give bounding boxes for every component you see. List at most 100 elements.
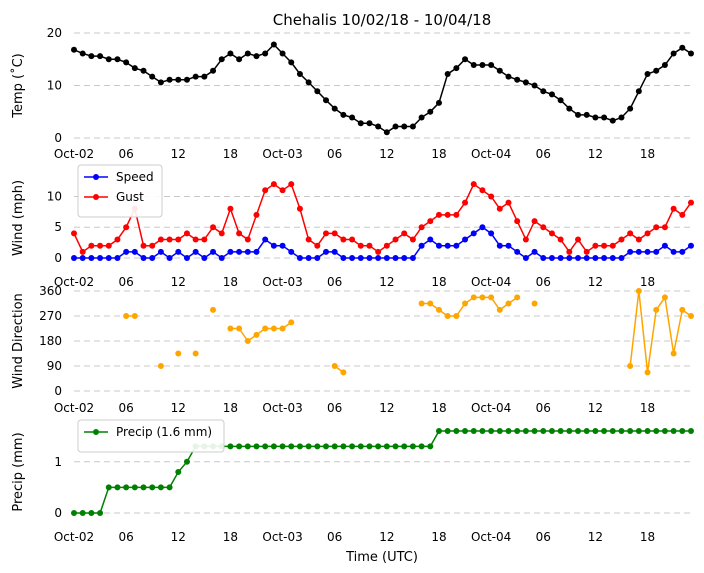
data-point <box>331 443 338 450</box>
data-point <box>687 199 694 206</box>
data-point <box>548 230 555 237</box>
data-point <box>140 67 147 74</box>
x-tick-label: Oct-04 <box>471 275 511 289</box>
data-point <box>349 443 356 450</box>
y-tick-label: 0 <box>54 251 62 265</box>
x-tick-label: 06 <box>118 530 133 544</box>
data-point <box>644 428 651 434</box>
x-tick-label: 12 <box>588 275 603 289</box>
data-point <box>140 484 147 491</box>
data-point <box>192 350 199 357</box>
data-point <box>505 73 512 80</box>
data-point <box>522 79 529 86</box>
data-point <box>383 255 390 261</box>
data-point <box>418 300 425 307</box>
data-point <box>401 123 408 130</box>
data-point <box>531 82 538 89</box>
legend-box <box>77 419 225 453</box>
data-point <box>331 230 338 237</box>
data-point <box>427 218 434 225</box>
data-point <box>88 242 95 249</box>
data-point <box>470 230 477 237</box>
data-point <box>670 205 677 212</box>
data-point <box>140 242 147 249</box>
data-point <box>131 65 138 72</box>
data-point <box>175 248 182 255</box>
data-point <box>661 242 668 249</box>
data-point <box>479 187 486 194</box>
data-point <box>105 56 112 63</box>
data-point <box>453 242 460 249</box>
x-tick-label: 18 <box>223 275 238 289</box>
data-point <box>618 255 625 261</box>
data-point <box>462 56 469 63</box>
data-point <box>609 117 616 124</box>
data-point <box>105 484 112 491</box>
x-tick-label: 12 <box>379 275 394 289</box>
data-point <box>236 230 243 237</box>
data-point <box>340 111 347 118</box>
data-point <box>505 300 512 307</box>
data-point <box>349 236 356 243</box>
data-point <box>679 44 686 51</box>
data-point <box>314 443 321 450</box>
data-point <box>601 114 608 121</box>
data-point <box>357 242 364 249</box>
y-axis-label: Wind Direction <box>11 293 26 389</box>
data-point <box>183 458 190 465</box>
data-point <box>453 313 460 319</box>
data-point <box>79 255 86 261</box>
data-point <box>175 350 182 357</box>
panel-2: 0 5 10 Wind (mph) Oct-02 06 12 18 Oct-03 06 12 18 Oc… <box>11 164 694 289</box>
data-point <box>609 255 616 261</box>
data-point <box>583 428 590 434</box>
data-point <box>435 99 442 106</box>
data-point <box>496 67 503 74</box>
data-point <box>575 255 582 261</box>
data-point <box>236 325 243 332</box>
panel-3: 0 90 180 270 360 Wind Direction Oct-02 06 12 18 Oc… <box>11 284 694 415</box>
data-point <box>97 510 104 516</box>
data-point <box>401 255 408 261</box>
x-tick-label: 12 <box>171 275 186 289</box>
data-point <box>496 428 503 434</box>
data-point <box>601 242 608 249</box>
data-point <box>505 199 512 206</box>
data-point <box>71 230 77 237</box>
data-point <box>592 242 599 249</box>
data-point <box>479 294 486 301</box>
data-point <box>409 255 416 261</box>
data-point <box>627 230 634 237</box>
legend-label: Speed <box>116 170 154 184</box>
x-tick-label: Oct-03 <box>262 401 302 415</box>
data-point <box>514 76 521 83</box>
data-point <box>488 230 495 237</box>
y-tick-label: 10 <box>47 189 62 203</box>
data-point <box>183 255 190 261</box>
data-point <box>383 443 390 450</box>
data-point <box>679 211 686 218</box>
y-tick-label: 360 <box>39 284 62 298</box>
data-point <box>288 181 295 188</box>
data-point <box>366 443 373 450</box>
data-point <box>218 255 225 261</box>
data-point <box>340 443 347 450</box>
x-tick-label: 06 <box>327 530 342 544</box>
data-point <box>444 313 451 319</box>
y-tick-label: 270 <box>39 309 62 323</box>
data-point <box>349 255 356 261</box>
data-point <box>97 53 104 60</box>
x-tick-label: 06 <box>118 275 133 289</box>
data-point <box>279 443 286 450</box>
data-point <box>670 350 677 357</box>
data-point <box>522 428 529 434</box>
data-point <box>635 236 642 243</box>
data-point <box>175 469 182 475</box>
data-point <box>183 76 190 83</box>
x-tick-label: 18 <box>640 147 655 161</box>
data-point <box>444 211 451 218</box>
data-point <box>687 428 694 434</box>
data-point <box>166 76 173 83</box>
data-point <box>670 50 677 57</box>
data-point <box>123 59 130 66</box>
